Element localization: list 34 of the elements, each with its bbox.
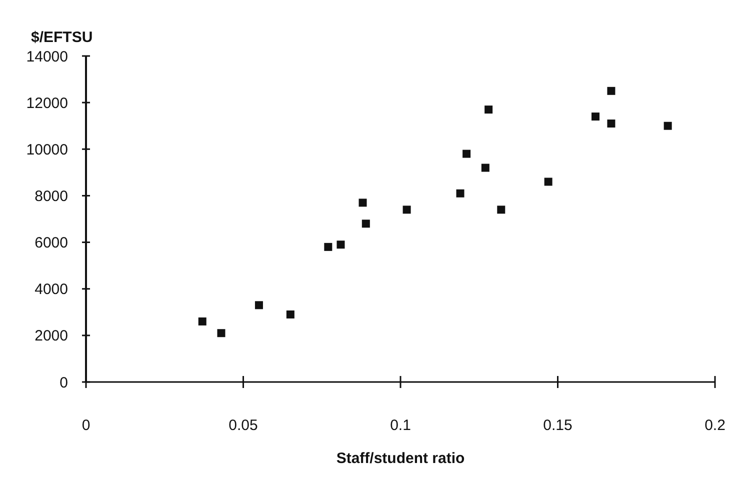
point [481, 164, 490, 172]
y-tick-label: 0 [60, 374, 68, 392]
y-tick-label: 2000 [34, 328, 68, 345]
x-tick-label: 0.15 [543, 417, 572, 434]
x-tick-label: 0.1 [390, 417, 411, 434]
point [254, 301, 263, 310]
point [544, 178, 552, 186]
y-tick-label: 12000 [26, 94, 68, 112]
point [484, 106, 493, 114]
point [456, 189, 464, 198]
x-tick-label: 0.05 [228, 417, 258, 434]
point [217, 329, 226, 338]
y-tick-label: 14000 [26, 48, 68, 66]
x-axis-title: Staff/student ratio [336, 450, 465, 467]
point [402, 206, 411, 214]
point [664, 122, 672, 130]
point [198, 317, 206, 326]
y-tick-label: 6000 [34, 234, 68, 252]
x-tick-label: 0.2 [704, 417, 726, 434]
point [591, 112, 600, 121]
point [358, 198, 367, 207]
y-tick-label: 4000 [34, 281, 68, 298]
point [336, 240, 345, 249]
point [497, 206, 506, 214]
y-tick-label: 10000 [26, 141, 68, 158]
point [286, 310, 294, 318]
point [462, 150, 471, 158]
point [362, 220, 370, 228]
y-axis-title: $/EFTSU [31, 29, 93, 46]
y-tick-label: 8000 [34, 188, 68, 205]
point [607, 86, 616, 95]
point [324, 242, 332, 251]
point [607, 120, 616, 128]
x-tick-label: 0 [82, 417, 90, 434]
